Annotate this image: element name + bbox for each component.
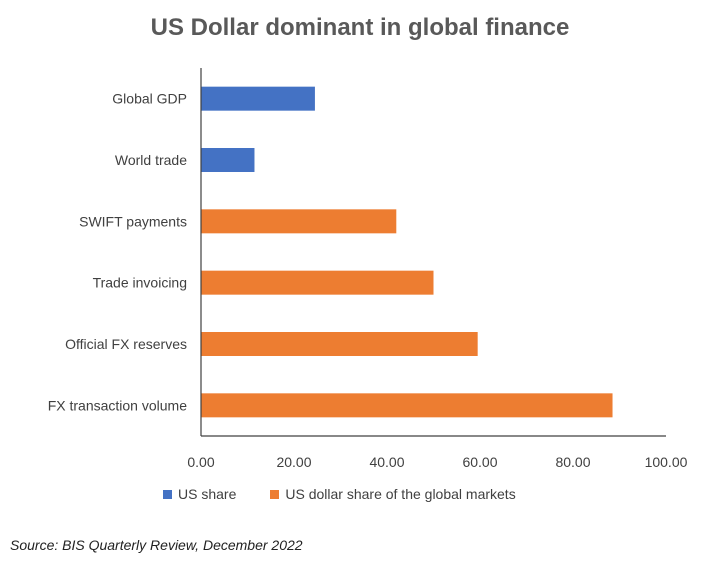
category-label: Official FX reserves <box>65 336 187 352</box>
category-label: FX transaction volume <box>48 397 187 413</box>
x-tick-label: 40.00 <box>369 454 404 470</box>
x-tick-label: 60.00 <box>462 454 497 470</box>
x-tick-label: 20.00 <box>276 454 311 470</box>
bar-world-trade <box>201 148 255 172</box>
legend-label-us-share: US share <box>178 486 237 502</box>
legend-swatch-blue <box>163 489 172 499</box>
bar-global-gdp <box>201 86 315 111</box>
legend-item-us-dollar-share: US dollar share of the global markets <box>270 486 516 502</box>
category-label: World trade <box>115 152 187 168</box>
x-tick-label: 0.00 <box>187 454 214 470</box>
bar-fx-transaction-volume <box>201 393 613 418</box>
category-label: SWIFT payments <box>79 213 187 229</box>
source-note: Source: BIS Quarterly Review, December 2… <box>10 537 303 553</box>
legend-swatch-orange <box>270 489 280 499</box>
category-label: Trade invoicing <box>93 275 187 291</box>
category-label: Global GDP <box>112 91 187 107</box>
x-tick-label: 100.00 <box>645 454 688 470</box>
legend-label-us-dollar-share: US dollar share of the global markets <box>285 486 516 502</box>
legend-item-us-share: US share <box>163 486 236 502</box>
x-tick-label: 80.00 <box>555 454 590 470</box>
legend: US share US dollar share of the global m… <box>163 486 550 502</box>
bar-swift-payments <box>201 209 397 234</box>
chart-title: US Dollar dominant in global finance <box>150 14 570 41</box>
bar-trade-invoicing <box>201 270 434 295</box>
bar-official-fx-reserves <box>201 332 478 356</box>
